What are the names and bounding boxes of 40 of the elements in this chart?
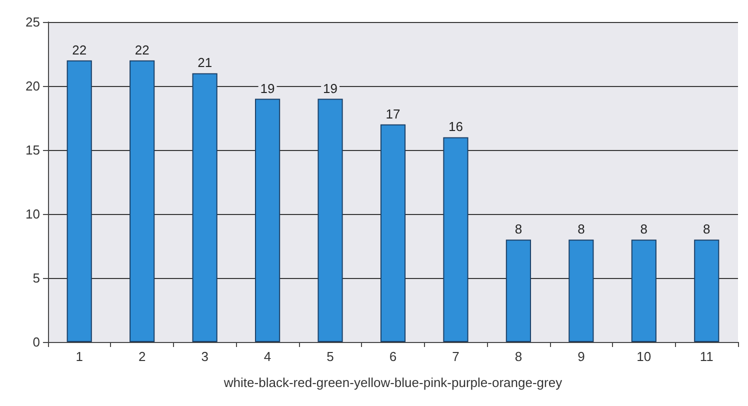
data-label: 19 (323, 80, 338, 96)
data-label: 22 (72, 42, 87, 58)
x-tick-label: 5 (326, 349, 334, 364)
x-tick-label: 6 (389, 349, 397, 364)
bar (568, 240, 594, 342)
bar (130, 60, 155, 342)
x-tick-label: 8 (514, 349, 522, 364)
x-tick-label: 10 (636, 349, 652, 364)
y-tick-label: 10 (26, 206, 40, 222)
x-tick-label: 11 (700, 349, 714, 364)
bar (694, 240, 720, 342)
y-tick-label: 15 (26, 142, 40, 158)
bar (255, 98, 280, 342)
data-label: 8 (640, 222, 648, 237)
x-tick-label: 2 (138, 349, 146, 364)
y-tick-label: 5 (32, 270, 40, 286)
x-axis-title: white-black-red-green-yellow-blue-pink-purple-orange-grey (222, 375, 563, 390)
data-label: 8 (703, 222, 710, 237)
data-label: 8 (514, 222, 522, 237)
y-tick-label: 20 (26, 78, 40, 94)
data-label: 19 (260, 80, 275, 96)
data-label: 21 (198, 55, 212, 70)
bar (380, 124, 406, 342)
x-tick-label: 7 (452, 349, 460, 364)
bar (66, 60, 92, 342)
data-label: 17 (386, 106, 400, 122)
y-tick-label: 25 (26, 14, 40, 30)
bar (631, 240, 656, 342)
bar (192, 73, 218, 342)
bar (506, 240, 531, 342)
x-tick-label: 4 (264, 349, 272, 364)
x-tick-label: 9 (578, 349, 585, 364)
x-tick-label: 1 (76, 349, 83, 364)
bar (443, 137, 468, 342)
x-tick-label: 3 (201, 349, 208, 364)
y-tick-label: 0 (32, 334, 40, 350)
data-label: 8 (578, 222, 585, 237)
bar (318, 98, 343, 342)
data-label: 16 (448, 119, 463, 134)
data-label: 22 (134, 42, 150, 58)
